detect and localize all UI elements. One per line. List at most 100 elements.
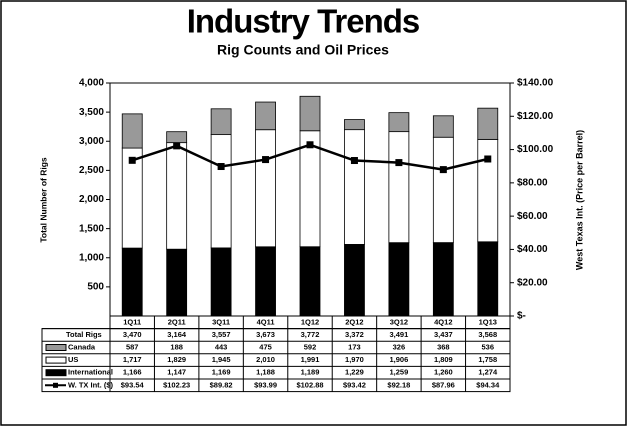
bar — [255, 246, 276, 317]
table-cell: 587 — [126, 342, 139, 351]
bar — [432, 136, 454, 244]
y2-tick-label: $120.00 — [517, 111, 554, 122]
y-tick-label: 500 — [87, 282, 104, 293]
y2-tick-label: $140.00 — [517, 78, 554, 89]
bar — [166, 142, 188, 250]
bar — [299, 95, 321, 132]
table-cell: 173 — [348, 342, 361, 351]
legend-label: Canada — [68, 342, 96, 351]
table-cell: 1,717 — [123, 355, 142, 364]
table-cell: 1,166 — [123, 368, 142, 377]
table-cell: 3,673 — [256, 330, 275, 339]
line-marker — [128, 156, 136, 164]
y2-tick-label: $60.00 — [517, 211, 548, 222]
table-cell: 1,229 — [345, 368, 364, 377]
table-cell: $93.54 — [121, 380, 145, 389]
table-cell: 188 — [170, 342, 183, 351]
bar — [210, 108, 232, 136]
bar — [344, 244, 365, 317]
table-cell: 443 — [215, 342, 228, 351]
y-axis-label: Total Number of Rigs — [38, 157, 48, 243]
y-tick-label: 1,500 — [79, 223, 104, 234]
table-cell: 326 — [393, 342, 406, 351]
table-cell: 3,491 — [389, 330, 408, 339]
table-cell: 3,437 — [434, 330, 453, 339]
table-cell: 475 — [259, 342, 272, 351]
bar — [121, 247, 143, 317]
y2-tick-label: $100.00 — [517, 144, 554, 155]
bar — [166, 131, 188, 144]
table-cell: 3,772 — [301, 330, 320, 339]
bar — [477, 241, 499, 317]
table-cell: 1,147 — [167, 368, 186, 377]
bar — [388, 242, 410, 317]
legend-swatch — [45, 356, 67, 364]
table-cell: $93.42 — [343, 380, 366, 389]
y-tick-label: 1,000 — [79, 252, 104, 263]
table-cell: $93.99 — [254, 380, 277, 389]
bar — [477, 138, 499, 243]
legend-swatch — [45, 369, 67, 377]
legend-label: US — [68, 355, 78, 364]
y-tick-label: 3,500 — [79, 107, 104, 118]
table-cell: 2,010 — [256, 355, 275, 364]
x-tick-label: 4Q11 — [257, 317, 275, 326]
table-cell: 3,372 — [345, 330, 364, 339]
table-cell: 368 — [437, 342, 450, 351]
line-marker — [395, 159, 403, 167]
x-tick-label: 4Q12 — [434, 317, 452, 326]
table-cell: 1,188 — [256, 368, 275, 377]
table-cell: 1,970 — [345, 355, 364, 364]
bar — [388, 112, 410, 133]
bar — [388, 131, 410, 244]
x-tick-label: 2Q11 — [168, 317, 186, 326]
table-cell: 1,189 — [301, 368, 320, 377]
table-cell: $87.96 — [432, 380, 455, 389]
legend-swatch — [45, 344, 67, 351]
bar — [344, 119, 365, 131]
table-cell: $102.88 — [296, 380, 323, 389]
y2-axis-label: West Texas Int. (Price per Barrel) — [574, 130, 584, 270]
table-cell: $89.82 — [210, 380, 233, 389]
table-cell: 1,758 — [478, 355, 497, 364]
y-tick-label: 2,500 — [79, 165, 104, 176]
bar — [166, 248, 188, 317]
table-cell: $94.34 — [476, 380, 500, 389]
table-cell: 1,829 — [167, 355, 186, 364]
row-label: Total Rigs — [66, 330, 102, 339]
bar — [432, 242, 454, 317]
y2-tick-label: $20.00 — [517, 277, 548, 288]
line-marker — [484, 155, 492, 163]
line-marker — [439, 166, 447, 174]
x-tick-label: 1Q12 — [301, 317, 319, 326]
table-cell: 592 — [304, 342, 317, 351]
line-marker — [173, 142, 181, 150]
legend-label: International — [68, 368, 113, 377]
bar — [344, 129, 365, 245]
y2-tick-label: $- — [517, 311, 526, 322]
table-cell: $102.23 — [163, 380, 190, 389]
line-marker — [306, 141, 314, 149]
bar — [432, 115, 454, 138]
bar — [299, 246, 321, 317]
y-tick-label: 2,000 — [79, 194, 104, 205]
table-cell: 3,557 — [212, 330, 231, 339]
bar — [210, 247, 232, 317]
bar — [477, 107, 499, 140]
y2-tick-label: $40.00 — [517, 244, 548, 255]
table-cell: 3,470 — [123, 330, 142, 339]
x-tick-label: 1Q11 — [123, 317, 141, 326]
table-cell: 1,945 — [212, 355, 231, 364]
legend-label: W. TX Int. ($) — [68, 380, 113, 389]
x-tick-label: 3Q12 — [390, 317, 408, 326]
table-cell: 1,169 — [212, 368, 231, 377]
chart-title: Industry Trends — [187, 3, 420, 40]
table-cell: 3,568 — [478, 330, 497, 339]
chart-subtitle: Rig Counts and Oil Prices — [217, 42, 389, 58]
table-cell: 3,164 — [167, 330, 187, 339]
bar — [121, 113, 143, 149]
x-tick-label: 2Q12 — [345, 317, 363, 326]
bar — [255, 101, 276, 131]
table-cell: $92.18 — [387, 380, 410, 389]
